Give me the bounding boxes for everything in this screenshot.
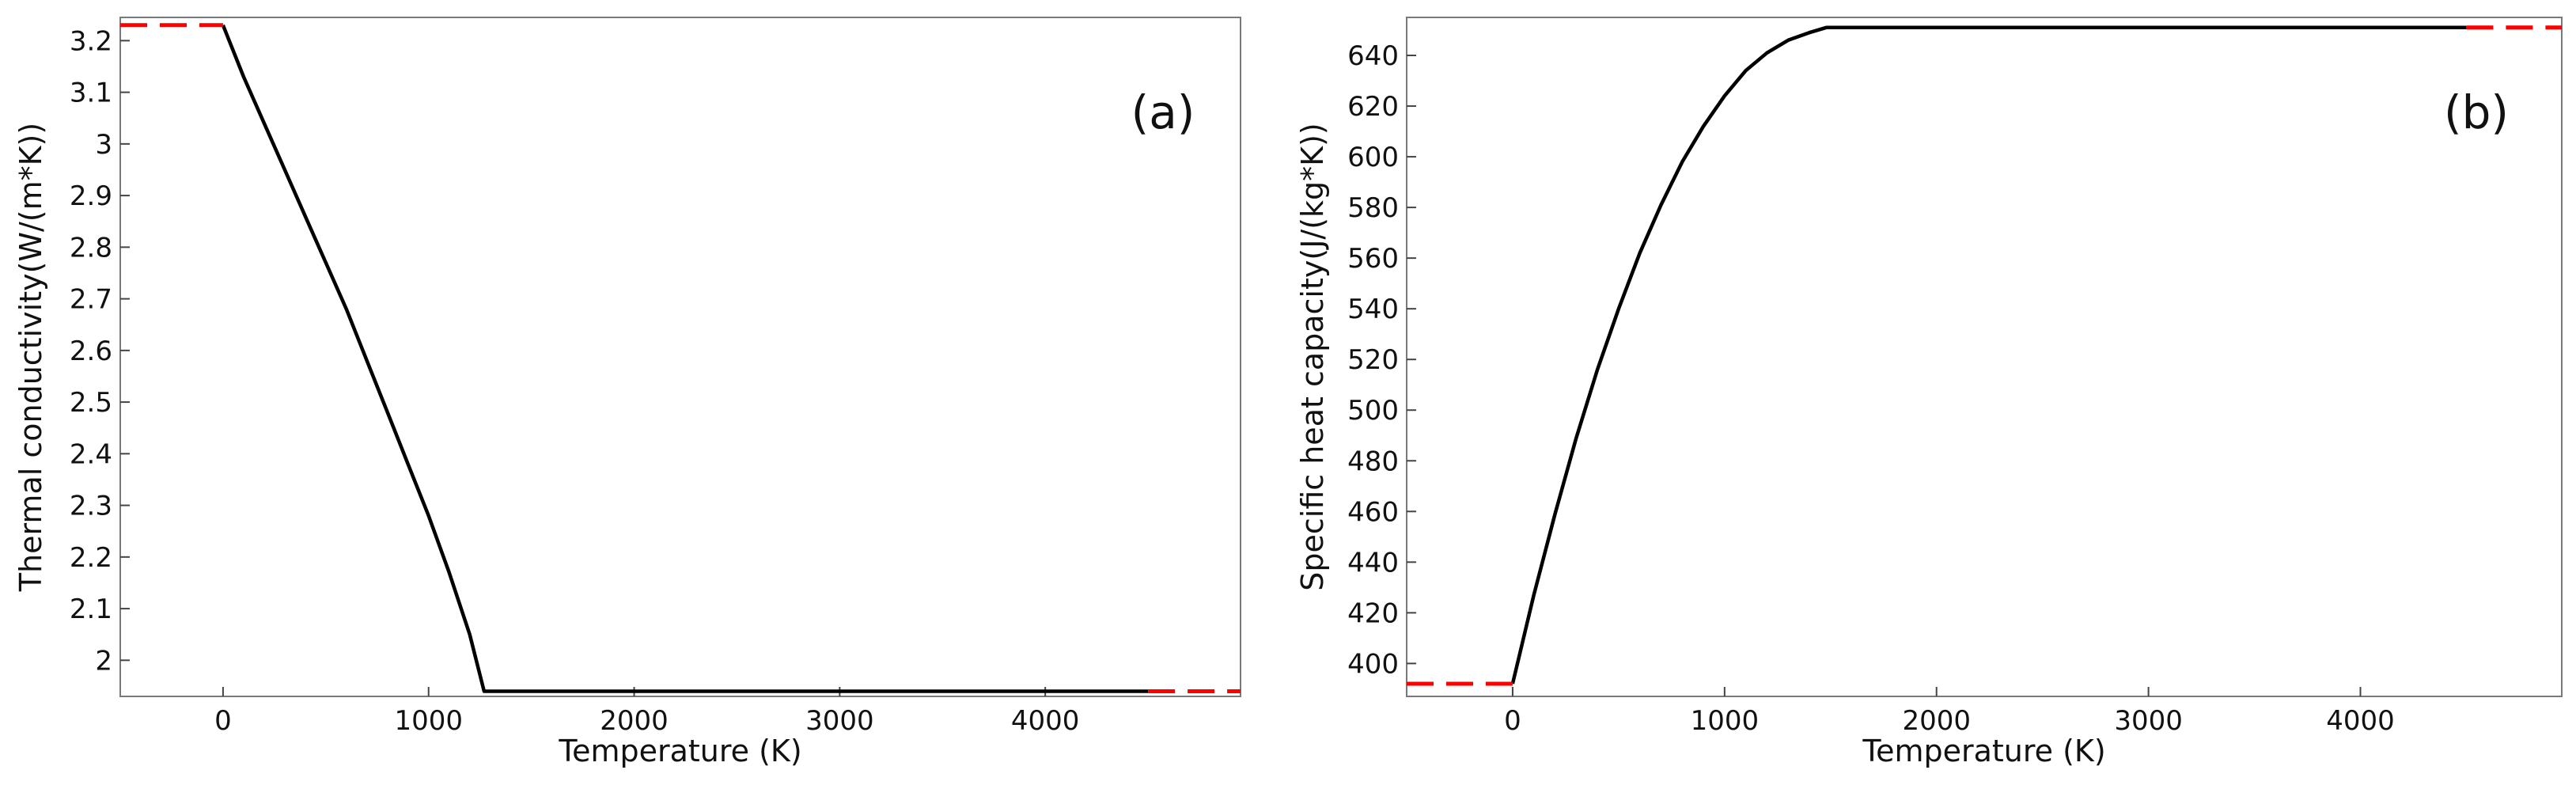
x-tick-label: 0 xyxy=(1504,705,1521,737)
x-axis-title: Temperature (K) xyxy=(1862,734,2105,768)
x-tick-label: 3000 xyxy=(2114,705,2183,737)
x-axis-title: Temperature (K) xyxy=(558,734,801,768)
y-tick-label: 3.1 xyxy=(70,78,112,109)
y-tick-label: 480 xyxy=(1347,446,1399,477)
x-tick-label: 1000 xyxy=(394,705,463,737)
y-tick-label: 420 xyxy=(1347,597,1399,629)
y-tick-label: 440 xyxy=(1347,547,1399,578)
y-tick-label: 3 xyxy=(95,129,112,161)
y-tick-label: 2.8 xyxy=(70,232,112,264)
y-axis-title: Thermal conductivity(W/(m*K)) xyxy=(13,123,48,592)
y-tick-label: 2.7 xyxy=(70,284,112,316)
x-tick-label: 4000 xyxy=(1011,705,1080,737)
x-tick-label: 1000 xyxy=(1691,705,1760,737)
x-tick-label: 2000 xyxy=(1902,705,1971,737)
plot-frame xyxy=(1406,17,2563,697)
panel-label: (a) xyxy=(1131,85,1195,139)
data-line xyxy=(1510,25,2467,685)
y-tick-label: 620 xyxy=(1347,91,1399,123)
y-tick-label: 560 xyxy=(1347,243,1399,275)
y-tick-label: 2.3 xyxy=(70,491,112,522)
y-tick-label: 540 xyxy=(1347,294,1399,325)
chart-panel-a: 0 1000 2000 3000 4000 2 2.1 2.2 2.3 2.4 2.5 2.6 2.7 2… xyxy=(13,17,1241,768)
y-tick-label: 2.6 xyxy=(70,336,112,367)
y-tick-label: 2.1 xyxy=(70,594,112,625)
y-tick-label: 400 xyxy=(1347,648,1399,680)
y-tick-label: 600 xyxy=(1347,142,1399,173)
x-tick-label: 2000 xyxy=(600,705,669,737)
y-tick-label: 3.2 xyxy=(70,25,112,57)
y-tick-label: 2.9 xyxy=(70,180,112,212)
y-tick-label: 2 xyxy=(95,645,112,677)
x-tick-label: 0 xyxy=(214,705,232,737)
y-tick-label: 460 xyxy=(1347,496,1399,528)
y-tick-label: 580 xyxy=(1347,192,1399,224)
y-tick-label: 2.4 xyxy=(70,438,112,470)
plot-frame xyxy=(119,17,1241,697)
x-tick-label: 4000 xyxy=(2326,705,2395,737)
y-tick-label: 520 xyxy=(1347,344,1399,376)
y-axis-title: Specific heat capacity(J/(kg*K)) xyxy=(1295,123,1330,591)
x-tick-label: 3000 xyxy=(805,705,874,737)
y-tick-label: 2.2 xyxy=(70,542,112,574)
data-line xyxy=(221,24,1149,693)
y-tick-label: 640 xyxy=(1347,40,1399,72)
chart-panel-b: 0 1000 2000 3000 4000 400 420 440 460 480 500 520 54… xyxy=(1295,17,2563,768)
y-tick-label: 2.5 xyxy=(70,387,112,419)
y-tick-label: 500 xyxy=(1347,395,1399,427)
panel-label: (b) xyxy=(2444,85,2509,139)
